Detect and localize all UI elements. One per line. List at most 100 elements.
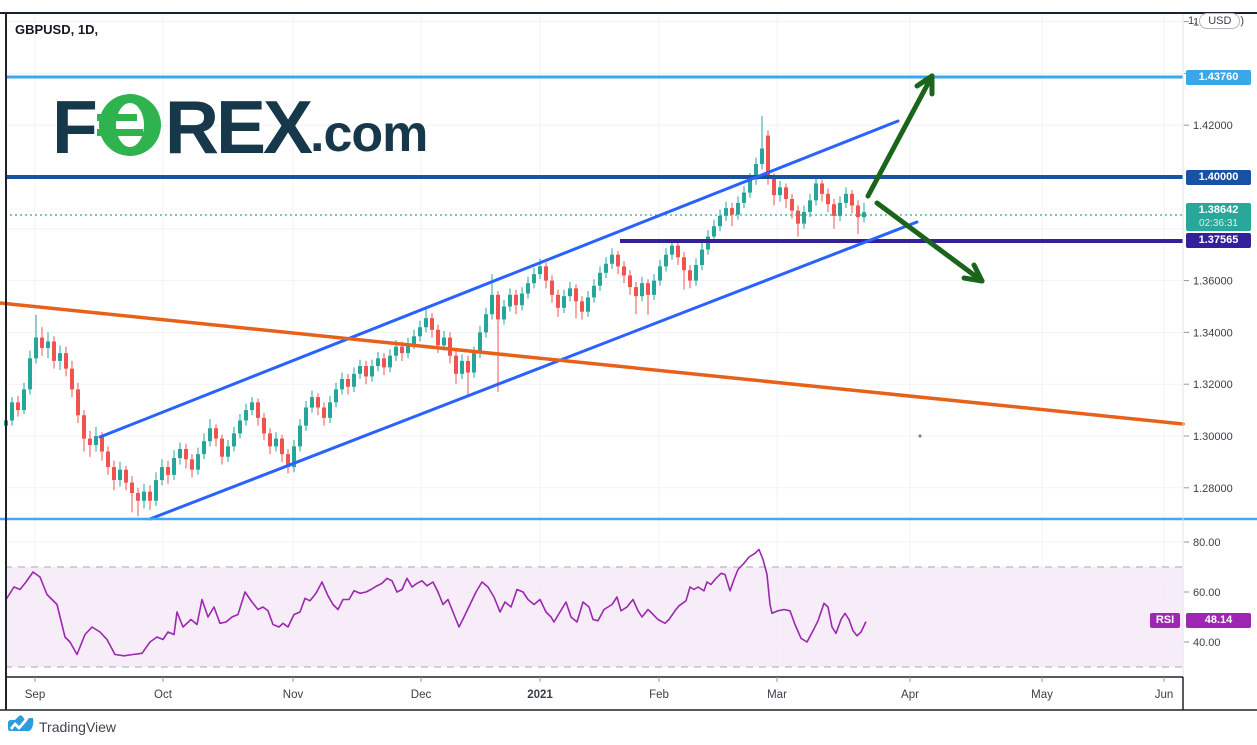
candle-body [352, 373, 356, 387]
candle-body [472, 353, 476, 373]
channel-lower[interactable] [148, 220, 919, 521]
candle-body [442, 337, 446, 346]
candle-body [292, 446, 296, 468]
candle-body [202, 441, 206, 455]
candle-body [370, 366, 374, 377]
candle-body [358, 366, 362, 374]
candle-body [628, 275, 632, 288]
candle-body [790, 199, 794, 211]
candle-body [64, 353, 68, 369]
time-axis-label[interactable]: Oct [154, 689, 173, 701]
candle-body [10, 402, 14, 421]
time-axis-label[interactable]: Jun [1155, 689, 1174, 701]
price-tick-label: 1.30000 [1193, 431, 1233, 443]
candle-body [286, 454, 290, 468]
time-axis-label[interactable]: May [1031, 689, 1053, 701]
candle-body [124, 469, 128, 483]
candle-body [808, 200, 812, 212]
candle-body [688, 270, 692, 281]
time-axis-label[interactable]: Nov [283, 689, 304, 701]
candle-body [592, 285, 596, 298]
candle-body [250, 402, 254, 411]
candle-body [760, 148, 764, 165]
candle-body [394, 346, 398, 356]
time-axis-label[interactable]: 2021 [527, 689, 553, 701]
candle-body [274, 438, 278, 447]
time-axis-label[interactable]: Feb [649, 689, 669, 701]
candle-body [580, 301, 584, 312]
candle-body [802, 211, 806, 224]
candle-body [478, 332, 482, 354]
candle-body [862, 212, 866, 218]
candle-body [544, 266, 548, 281]
channel-upper[interactable] [98, 119, 900, 439]
price-axis-unit-row: 1. USD ) [1188, 13, 1244, 29]
candle-body [832, 204, 836, 216]
candle-body [214, 428, 218, 439]
candle-body [682, 257, 686, 271]
candle-body [208, 428, 212, 442]
candle-body [412, 336, 416, 345]
candle-body [454, 355, 458, 374]
candle-body [496, 294, 500, 320]
candle-body [490, 294, 494, 315]
candle-body [736, 202, 740, 215]
candle-body [604, 263, 608, 273]
rsi-value-badge: 48.14 [1186, 613, 1251, 628]
candle-body [646, 283, 650, 295]
time-axis-label[interactable]: Mar [767, 689, 787, 701]
candle-body [322, 407, 326, 418]
price-tick-label: 1.42000 [1193, 120, 1233, 132]
currency-unit-button[interactable]: USD [1199, 13, 1241, 29]
candle-body [16, 402, 20, 411]
candle-body [166, 467, 170, 475]
rsi-tick-label: 60.00 [1193, 587, 1221, 599]
candle-body [766, 135, 770, 179]
candle-body [670, 245, 674, 255]
price-tick-label: 1.28000 [1193, 483, 1233, 495]
rsi-indicator-chip[interactable]: RSI [1150, 613, 1180, 628]
candle-body [376, 358, 380, 367]
candle-body [502, 306, 506, 320]
candle-body [424, 318, 428, 328]
candle-body [304, 407, 308, 426]
time-axis-label[interactable]: Apr [901, 689, 919, 701]
candle-body [316, 397, 320, 408]
candle-body [160, 467, 164, 481]
candle-body [484, 314, 488, 333]
candle-body [46, 341, 50, 348]
candle-body [448, 337, 452, 356]
candle-body [430, 318, 434, 330]
candle-body [418, 327, 422, 337]
candle-body [850, 193, 854, 206]
candle-body [676, 245, 680, 258]
candle-body [196, 454, 200, 470]
candle-body [226, 446, 230, 457]
orange-downtrend[interactable] [0, 301, 1185, 426]
symbol-title[interactable]: GBPUSD, 1D, [15, 22, 99, 37]
time-axis-label[interactable]: Sep [25, 689, 45, 701]
candle-body [238, 420, 242, 434]
time-axis-label[interactable]: Dec [411, 689, 432, 701]
candle-body [700, 249, 704, 266]
candle-body [754, 164, 758, 180]
candle-body [82, 415, 86, 439]
candle-body [724, 208, 728, 216]
candle-body [526, 283, 530, 294]
rsi-tick-label: 40.00 [1193, 637, 1221, 649]
candle-body [118, 469, 122, 481]
candle-body [460, 360, 464, 374]
candle-body [400, 346, 404, 354]
candle-body [130, 482, 134, 493]
candle-body [664, 254, 668, 267]
tradingview-logo-link[interactable]: TradingView [8, 715, 116, 738]
candle-body [742, 192, 746, 203]
bullish-arrow[interactable] [865, 73, 935, 199]
candle-body [466, 360, 470, 373]
bearish-arrow[interactable] [874, 200, 985, 284]
candle-body [310, 397, 314, 408]
candle-body [268, 433, 272, 447]
candle-body [778, 187, 782, 196]
